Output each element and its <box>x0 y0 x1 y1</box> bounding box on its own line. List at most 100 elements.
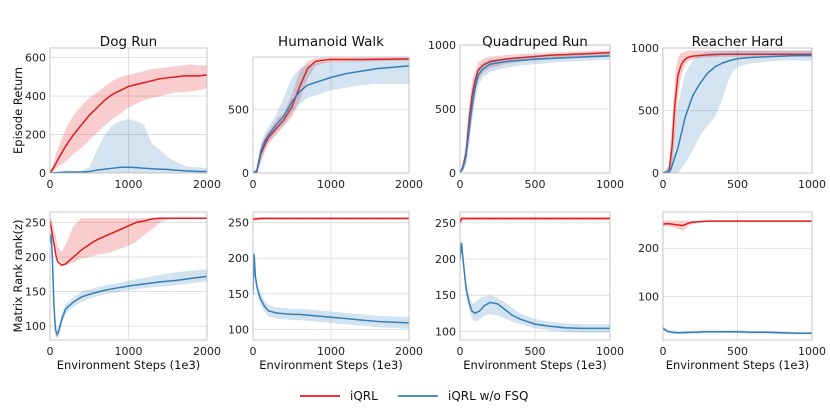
point-iqrl <box>677 224 679 226</box>
point-iqrl <box>283 118 285 121</box>
point-iqrl-w-o-fsq <box>104 168 106 170</box>
x-tick-label: 1000 <box>115 345 143 358</box>
point-iqrl-w-o-fsq <box>96 169 98 171</box>
y-axis-label: Episode Return <box>11 67 25 154</box>
point-iqrl <box>268 136 270 138</box>
x-tick-label: 0 <box>47 345 54 358</box>
point-iqrl <box>481 64 484 67</box>
point-iqrl <box>471 95 473 97</box>
point-iqrl-w-o-fsq <box>504 61 506 63</box>
point-iqrl <box>361 217 363 219</box>
point-iqrl-w-o-fsq <box>519 59 521 61</box>
point-iqrl-w-o-fsq <box>549 57 551 60</box>
point-iqrl <box>53 242 55 244</box>
y-tick-label: 200 <box>228 252 249 265</box>
point-iqrl <box>299 85 301 87</box>
point-iqrl <box>346 217 348 219</box>
point-iqrl <box>268 217 270 219</box>
y-tick-label: 400 <box>25 90 46 103</box>
point-iqrl <box>489 217 491 220</box>
x-tick-label: 0 <box>660 345 667 358</box>
point-iqrl <box>198 75 200 77</box>
point-iqrl-w-o-fsq <box>478 310 481 312</box>
point-iqrl-w-o-fsq <box>462 167 464 169</box>
point-iqrl-w-o-fsq <box>692 331 694 333</box>
point-iqrl-w-o-fsq <box>669 169 672 172</box>
x-tick-label: 0 <box>457 345 464 358</box>
point-iqrl <box>377 58 379 60</box>
point-iqrl-w-o-fsq <box>766 331 768 333</box>
point-iqrl-w-o-fsq <box>112 288 114 290</box>
point-iqrl <box>766 220 768 222</box>
x-tick-label: 1000 <box>115 178 143 191</box>
point-iqrl <box>135 83 137 86</box>
point-iqrl-w-o-fsq <box>159 281 161 283</box>
point-iqrl-w-o-fsq <box>736 58 739 60</box>
y-tick-label: 100 <box>638 291 659 304</box>
line-iqrl-w-o-fsq <box>460 243 610 330</box>
point-iqrl-w-o-fsq <box>392 66 394 68</box>
panel-3: 0 500 1000 0 500 1000 Quadruped Run <box>428 34 624 191</box>
point-iqrl-w-o-fsq <box>465 287 467 289</box>
line-iqrl <box>253 217 409 220</box>
point-iqrl <box>549 217 551 220</box>
panel-6: 0 1000 2000 100 150 200 250 Environment Steps (… <box>228 211 423 372</box>
point-iqrl <box>143 220 145 222</box>
point-iqrl-w-o-fsq <box>314 81 316 84</box>
x-tick-label: 0 <box>250 178 257 191</box>
point-iqrl-w-o-fsq <box>291 101 293 103</box>
point-iqrl <box>53 166 55 168</box>
point-iqrl-w-o-fsq <box>322 315 324 318</box>
line-iqrl-w-o-fsq <box>663 54 812 173</box>
point-iqrl-w-o-fsq <box>692 94 694 97</box>
point-iqrl <box>594 52 596 54</box>
point-iqrl <box>477 70 479 72</box>
axes-frame <box>459 44 611 174</box>
point-iqrl-w-o-fsq <box>666 330 669 332</box>
point-iqrl-w-o-fsq <box>54 329 57 331</box>
point-iqrl <box>392 217 394 219</box>
y-tick-label: 500 <box>228 103 249 116</box>
point-iqrl-w-o-fsq <box>465 155 467 157</box>
point-iqrl <box>549 54 551 56</box>
point-iqrl <box>275 127 277 129</box>
point-iqrl <box>699 221 701 223</box>
panel-4: 0 500 1000 0 500 1000 Reacher Hard <box>631 34 826 191</box>
point-iqrl-w-o-fsq <box>751 331 754 333</box>
point-iqrl-w-o-fsq <box>127 166 130 168</box>
point-iqrl <box>579 217 581 220</box>
point-iqrl <box>722 53 724 55</box>
point-iqrl-w-o-fsq <box>61 318 63 320</box>
y-tick-label: 0 <box>652 167 659 180</box>
legend-label-iqrl: iQRL <box>350 389 378 403</box>
point-iqrl <box>55 256 57 258</box>
point-iqrl <box>135 221 137 223</box>
point-iqrl-w-o-fsq <box>291 313 293 315</box>
axes-frame <box>252 56 410 174</box>
point-iqrl <box>307 67 309 70</box>
point-iqrl <box>175 76 177 78</box>
y-tick-label: 0 <box>39 167 46 180</box>
point-iqrl-w-o-fsq <box>766 56 768 58</box>
y-tick-label: 200 <box>25 129 46 142</box>
point-iqrl-w-o-fsq <box>481 68 484 70</box>
point-iqrl <box>361 58 363 61</box>
point-iqrl-w-o-fsq <box>307 314 309 316</box>
point-iqrl-w-o-fsq <box>72 301 75 303</box>
point-iqrl-w-o-fsq <box>511 314 514 317</box>
x-axis-label: Environment Steps (1e3) <box>666 358 810 372</box>
point-iqrl <box>291 106 293 108</box>
point-iqrl <box>96 239 98 241</box>
point-iqrl <box>80 124 82 126</box>
x-tick-label: 1000 <box>596 178 624 191</box>
point-iqrl-w-o-fsq <box>283 313 285 315</box>
point-iqrl-w-o-fsq <box>722 331 724 333</box>
line-iqrl <box>253 58 409 173</box>
point-iqrl-w-o-fsq <box>330 316 332 318</box>
axes-frame <box>459 211 611 341</box>
band-iqrl <box>50 64 207 173</box>
point-iqrl-w-o-fsq <box>264 305 266 308</box>
band-iqrl-w-o-fsq <box>253 247 409 329</box>
point-iqrl <box>671 223 673 225</box>
